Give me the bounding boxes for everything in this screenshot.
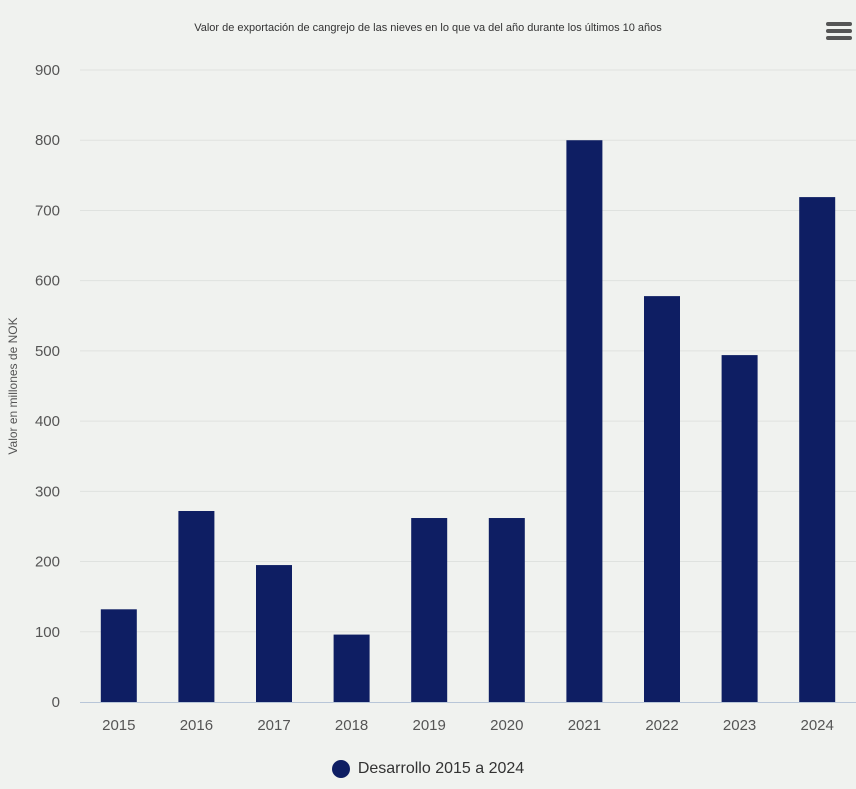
legend-label: Desarrollo 2015 a 2024 [357, 760, 525, 777]
bar-2024[interactable] [799, 197, 836, 702]
legend-item[interactable]: Desarrollo 2015 a 2024 [331, 760, 525, 778]
y-tick-label: 800 [35, 132, 60, 149]
y-tick-label: 400 [35, 413, 60, 430]
y-tick-label: 0 [52, 694, 60, 711]
y-tick-label: 700 [35, 202, 60, 219]
chart-title: Valor de exportación de cangrejo de las … [194, 22, 662, 34]
y-tick-label: 900 [35, 62, 60, 79]
x-tick-label: 2021 [568, 717, 601, 734]
x-tick-label: 2016 [180, 717, 213, 734]
hamburger-menu-icon [826, 22, 852, 40]
y-tick-label: 500 [35, 343, 60, 360]
y-tick-label: 600 [35, 273, 60, 290]
bar-2019[interactable] [411, 518, 448, 702]
x-tick-label: 2015 [102, 717, 135, 734]
x-tick-label: 2018 [335, 717, 368, 734]
y-tick-label: 200 [35, 554, 60, 571]
bar-2021[interactable] [566, 140, 603, 702]
bar-2015[interactable] [100, 609, 137, 702]
chart-menu-button[interactable] [826, 22, 852, 46]
bar-2023[interactable] [721, 355, 758, 702]
bars [100, 140, 836, 702]
x-tick-label: 2024 [801, 717, 834, 734]
legend-swatch [331, 760, 350, 778]
y-tick-label: 300 [35, 483, 60, 500]
legend: Desarrollo 2015 a 2024 [0, 760, 856, 783]
x-tick-label: 2017 [257, 717, 290, 734]
bar-2018[interactable] [333, 634, 370, 702]
x-tick-label: 2020 [490, 717, 523, 734]
bar-2017[interactable] [256, 565, 292, 702]
x-tick-label: 2023 [723, 717, 756, 734]
bar-2016[interactable] [178, 510, 215, 702]
x-tick-label: 2022 [645, 717, 678, 734]
bar-2020[interactable] [488, 518, 525, 702]
y-axis-title: Valor en millones de NOK [6, 317, 20, 454]
bar-2022[interactable] [644, 296, 680, 702]
x-axis-ticks: 2015 2016 2017 2018 2019 2020 2021 2022 2023 2024 [102, 717, 834, 734]
x-tick-label: 2019 [413, 717, 446, 734]
y-axis-ticks: 0 100 200 300 400 500 600 700 800 900 [35, 62, 60, 711]
y-tick-label: 100 [35, 624, 60, 641]
